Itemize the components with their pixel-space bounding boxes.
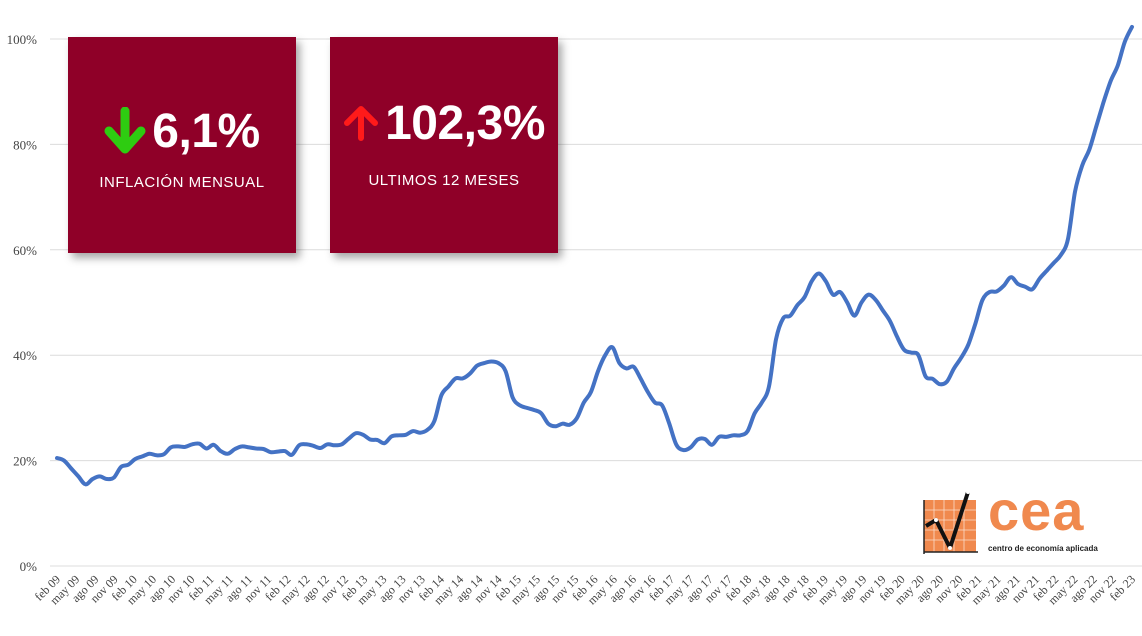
annual-inflation-card: 102,3% ULTIMOS 12 MESES	[330, 37, 558, 253]
inflation-series-line	[55, 24, 1134, 487]
monthly-inflation-value: 6,1%	[152, 104, 260, 158]
logo-subtitle: centro de economía aplicada	[988, 544, 1098, 553]
annual-inflation-value: 102,3%	[385, 96, 545, 150]
cea-logo: cea centro de economía aplicada	[922, 479, 1102, 560]
y-tick-label: 80%	[13, 137, 37, 152]
y-tick-label: 20%	[13, 454, 37, 469]
annual-inflation-label: ULTIMOS 12 MESES	[368, 172, 520, 189]
monthly-inflation-card: 6,1% INFLACIÓN MENSUAL	[68, 37, 296, 253]
monthly-inflation-value-row: 6,1%	[68, 103, 296, 159]
y-tick-label: 60%	[13, 243, 37, 258]
down-arrow-icon	[104, 107, 146, 154]
monthly-inflation-label: INFLACIÓN MENSUAL	[99, 174, 265, 191]
y-tick-label: 0%	[20, 559, 38, 574]
checkmark-chart-logo-icon	[923, 490, 978, 554]
y-tick-label: 40%	[13, 348, 37, 363]
up-arrow-icon	[344, 106, 379, 141]
logo-text: cea	[988, 479, 1085, 542]
y-tick-label: 100%	[7, 32, 38, 47]
annual-inflation-value-row: 102,3%	[330, 95, 558, 151]
